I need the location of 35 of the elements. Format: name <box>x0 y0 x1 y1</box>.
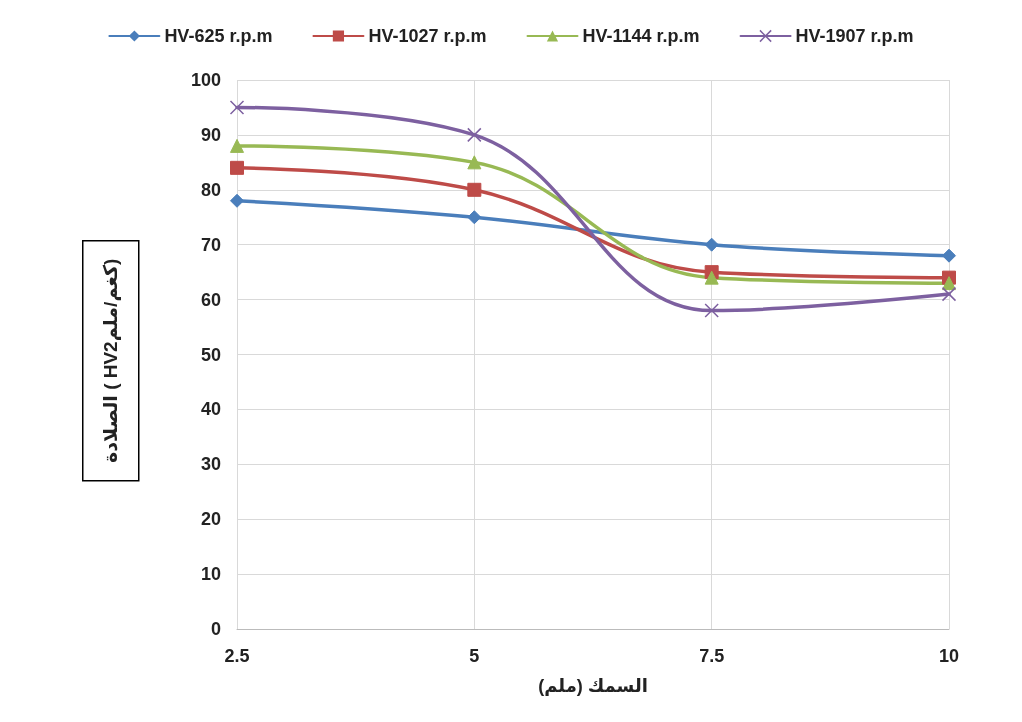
point <box>229 100 245 115</box>
legend-label: HV-1027 r.p.m <box>368 26 487 46</box>
point <box>704 270 719 285</box>
y-tick-label: 100 <box>190 70 221 90</box>
y-tick-label: 10 <box>200 564 221 585</box>
point <box>941 286 957 302</box>
y-tick-label: 0 <box>210 619 221 639</box>
point <box>230 160 244 175</box>
legend-label: HV-1144 r.p.m <box>582 26 700 46</box>
x-tick-label: 5 <box>469 646 480 666</box>
y-tick-label: 90 <box>200 124 221 145</box>
x-tick-label: 7.5 <box>699 646 725 666</box>
point <box>942 248 956 263</box>
y-axis-title: الصلادة ( HVكغم/ملم2) <box>100 258 122 463</box>
y-tick-label: 60 <box>200 289 221 310</box>
y-tick-label: 80 <box>200 179 221 200</box>
point <box>230 193 244 208</box>
point <box>704 237 719 252</box>
x-tick-label: 10 <box>938 646 960 666</box>
point <box>467 210 482 225</box>
point <box>942 276 956 291</box>
x-tick-label: 2.5 <box>224 646 250 666</box>
point <box>467 182 482 197</box>
y-tick-label: 30 <box>200 454 221 475</box>
x-axis-title: السمك (ملم) <box>538 676 648 696</box>
y-tick-label: 50 <box>200 344 221 365</box>
point <box>230 138 244 153</box>
point <box>467 155 482 170</box>
legend-label: HV-625 r.p.m <box>164 26 273 46</box>
legend-label: HV-1907 r.p.m <box>795 26 914 46</box>
y-tick-label: 40 <box>200 399 221 420</box>
point <box>704 303 719 318</box>
y-tick-label: 20 <box>200 509 221 530</box>
point <box>467 127 482 143</box>
y-tick-label: 70 <box>200 234 221 255</box>
